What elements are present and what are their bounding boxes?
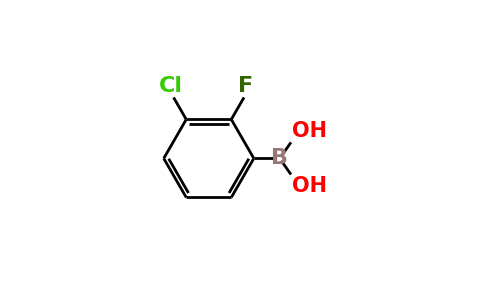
Text: Cl: Cl bbox=[159, 76, 183, 96]
Text: B: B bbox=[271, 148, 288, 168]
Text: OH: OH bbox=[292, 121, 327, 141]
Text: OH: OH bbox=[292, 176, 327, 196]
Text: F: F bbox=[238, 76, 253, 96]
